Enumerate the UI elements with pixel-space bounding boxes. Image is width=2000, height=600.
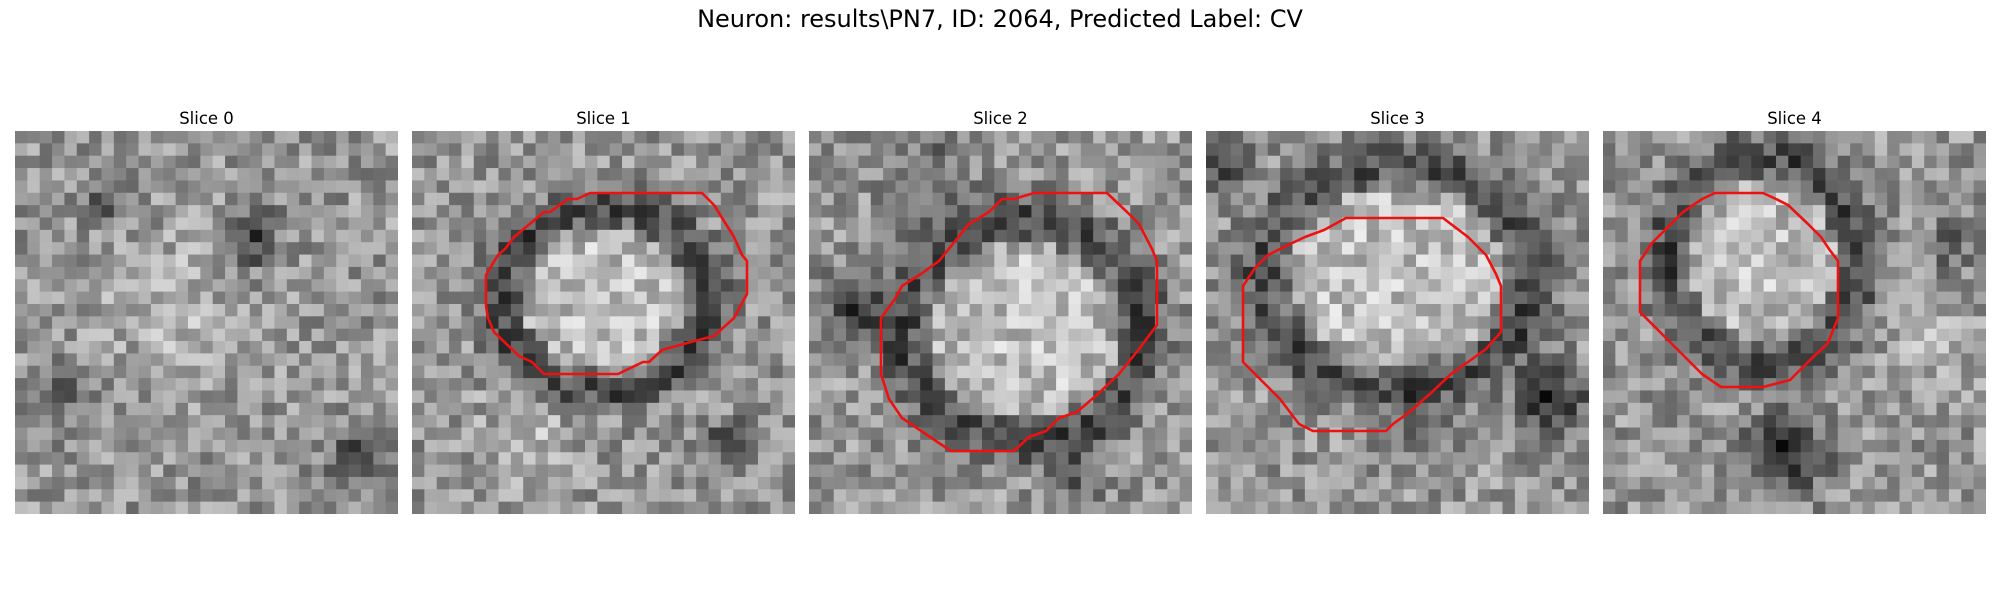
neuron-outline <box>484 191 749 376</box>
slice-title: Slice 1 <box>576 109 631 128</box>
slice-image <box>809 131 1192 514</box>
neuron-outline <box>879 191 1159 453</box>
slice-panel-2: Slice 2 <box>809 106 1192 514</box>
slice-image <box>15 131 398 514</box>
slice-image <box>1603 131 1986 514</box>
pixel-texture <box>1603 131 1986 514</box>
slice-image <box>412 131 795 514</box>
pixel-texture <box>809 131 1192 514</box>
slice-panel-0: Slice 0 <box>15 106 398 514</box>
neuron-outline <box>1241 216 1503 433</box>
slice-panel-1: Slice 1 <box>412 106 795 514</box>
pixel-texture <box>15 131 398 514</box>
figure-title: Neuron: results\PN7, ID: 2064, Predicted… <box>697 5 1303 33</box>
pixel-texture <box>412 131 795 514</box>
slice-image <box>1206 131 1589 514</box>
slice-panel-3: Slice 3 <box>1206 106 1589 514</box>
neuron-outline <box>1638 191 1840 389</box>
pixel-texture <box>1206 131 1589 514</box>
slice-title: Slice 4 <box>1767 109 1822 128</box>
slice-title: Slice 2 <box>973 109 1028 128</box>
slice-title: Slice 0 <box>179 109 234 128</box>
slice-panel-4: Slice 4 <box>1603 106 1986 514</box>
slice-title: Slice 3 <box>1370 109 1425 128</box>
